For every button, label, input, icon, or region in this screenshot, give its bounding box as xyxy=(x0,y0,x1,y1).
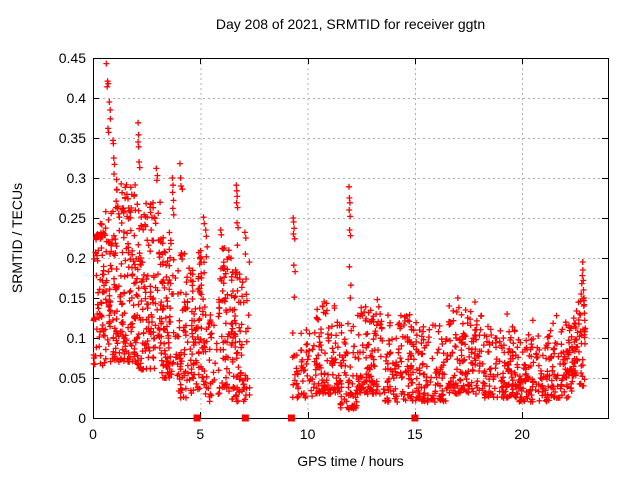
x-tick-label: 20 xyxy=(514,426,530,442)
axis-event-marker xyxy=(411,414,419,422)
x-tick-label: 10 xyxy=(300,426,316,442)
x-tick-label: 0 xyxy=(89,426,97,442)
y-tick-label: 0.2 xyxy=(67,250,87,266)
axis-event-marker xyxy=(193,414,201,422)
y-tick-label: 0.15 xyxy=(59,290,86,306)
axis-event-markers xyxy=(193,414,419,422)
y-tick-label: 0.05 xyxy=(59,370,86,386)
y-tick-label: 0.25 xyxy=(59,210,86,226)
axis-event-marker xyxy=(287,414,295,422)
y-tick-label: 0.3 xyxy=(67,170,87,186)
x-tick-label: 5 xyxy=(196,426,204,442)
y-tick-label: 0 xyxy=(78,410,86,426)
y-tick-label: 0.1 xyxy=(67,330,87,346)
axis-event-marker xyxy=(241,414,249,422)
y-tick-label: 0.4 xyxy=(67,90,87,106)
tick-labels: 0 0.05 0.1 0.15 0.2 0.25 0.3 0.35 0.4 0.45 0 5 10 15 2… xyxy=(59,50,530,442)
y-tick-label: 0.35 xyxy=(59,130,86,146)
x-tick-label: 15 xyxy=(407,426,423,442)
y-tick-label: 0.45 xyxy=(59,50,86,66)
scatter-points xyxy=(90,60,589,413)
x-axis-label: GPS time / hours xyxy=(297,453,404,469)
chart-title: Day 208 of 2021, SRMTID for receiver ggt… xyxy=(215,16,486,32)
